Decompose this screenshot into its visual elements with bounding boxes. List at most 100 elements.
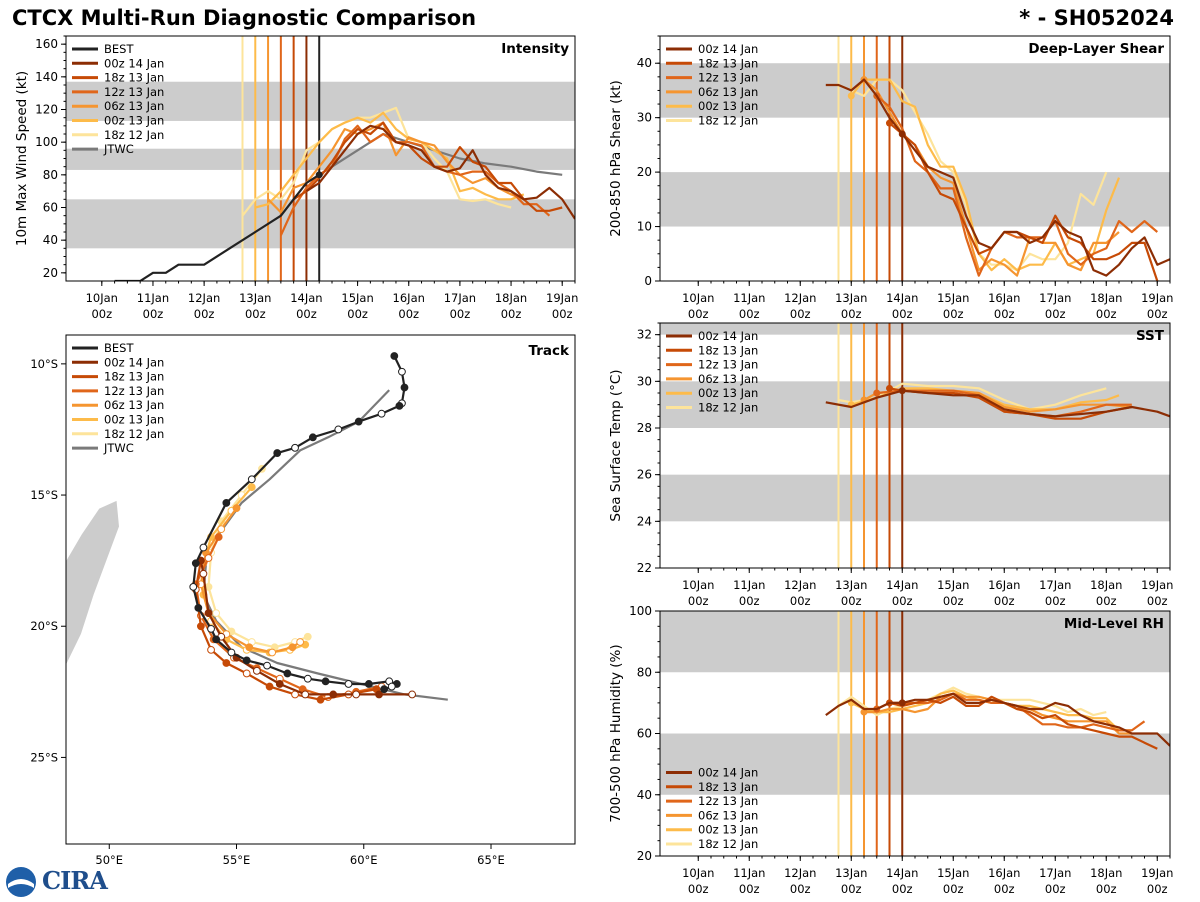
- x-tick-label: 00z: [1096, 882, 1117, 896]
- noaa-logo-icon: [6, 867, 36, 897]
- legend-label: 06z 13 Jan: [104, 398, 164, 412]
- y-tick-label: 20: [43, 266, 58, 280]
- x-tick-label: 12Jan: [784, 866, 816, 880]
- legend-label: 00z 14 Jan: [104, 355, 164, 369]
- track-point: [214, 533, 223, 541]
- track-point: [247, 475, 256, 484]
- track-point: [275, 680, 284, 688]
- y-axis-label: 200-850 hPa Shear (kt): [608, 80, 624, 237]
- x-tick-label: 00z: [1147, 882, 1168, 896]
- series-line-00z-14-Jan: [825, 692, 1170, 747]
- x-tick-label: 00z: [688, 307, 709, 321]
- x-tick-label: 19Jan: [546, 291, 578, 305]
- track-point: [212, 609, 221, 618]
- x-tick-label: 19Jan: [1141, 291, 1173, 305]
- track-point: [354, 417, 363, 426]
- x-tick-label: 18Jan: [495, 291, 527, 305]
- track-line-JTWC: [202, 389, 448, 701]
- panel-title: Intensity: [501, 41, 569, 57]
- legend-label: 18z 12 Jan: [104, 128, 164, 142]
- panel-intensity: 20 40 60 80 100 120 140 160 10Jan 00z 11Jan 00z 12Ja…: [14, 35, 578, 321]
- x-tick-label: 00z: [347, 307, 368, 321]
- y-tick-label: 20°S: [30, 619, 58, 633]
- panel-title: Deep-Layer Shear: [1028, 41, 1164, 57]
- x-tick-label: 13Jan: [835, 578, 867, 592]
- y-tick-label: 15°S: [30, 488, 58, 502]
- legend-label: 12z 13 Jan: [698, 71, 758, 85]
- shaded-band: [66, 81, 575, 121]
- plot-area-sst: [660, 323, 1170, 568]
- x-tick-label: 00z: [994, 594, 1015, 608]
- x-tick-label: 15Jan: [341, 291, 373, 305]
- x-tick-label: 00z: [943, 307, 964, 321]
- x-tick-label: 00z: [943, 594, 964, 608]
- track-point: [364, 680, 373, 688]
- legend-label: 00z 13 Jan: [698, 386, 758, 400]
- panel-sst: 22 24 26 28 30 32 10Jan 00z 11Jan 00z 12Jan 00z 13Ja…: [608, 322, 1173, 608]
- y-tick-label: 80: [43, 168, 58, 182]
- y-axis-label: 10m Max Wind Speed (kt): [14, 71, 30, 246]
- panel-title: Track: [529, 343, 570, 359]
- y-tick-label: 10°S: [30, 357, 58, 371]
- x-tick-label: 00z: [790, 882, 811, 896]
- track-point: [191, 559, 200, 568]
- panel-rh: 20 40 60 80 100 10Jan 00z 11Jan 00z 12Jan 00z 13Jan…: [608, 604, 1173, 896]
- track-point: [207, 645, 215, 654]
- x-tick-label: 12Jan: [784, 578, 816, 592]
- track-point: [296, 638, 305, 646]
- shaded-band: [660, 172, 1170, 227]
- plot-area-rh: [660, 611, 1170, 856]
- legend-label: 18z 13 Jan: [698, 780, 758, 794]
- track-point: [268, 648, 277, 657]
- series-marker: [315, 171, 323, 179]
- y-tick-label: 28: [637, 421, 652, 435]
- x-tick-label: 00z: [1045, 307, 1066, 321]
- legend-label: 18z 12 Jan: [698, 837, 758, 851]
- y-tick-label: 100: [35, 135, 58, 149]
- track-line-00z-14-Jan: [199, 560, 413, 696]
- track-point: [222, 659, 231, 667]
- track-point: [380, 685, 389, 694]
- shaded-band: [66, 199, 575, 249]
- x-tick-label: 00z: [841, 307, 862, 321]
- track-point: [265, 682, 274, 691]
- panel-title: Mid-Level RH: [1064, 616, 1164, 632]
- x-tick-label: 13Jan: [239, 291, 271, 305]
- y-tick-label: 30: [637, 374, 652, 388]
- track-point: [398, 367, 406, 376]
- y-tick-label: 140: [35, 70, 58, 84]
- legend-label: BEST: [104, 341, 134, 355]
- legend-label: 00z 13 Jan: [698, 823, 758, 837]
- x-tick-label: 00z: [688, 882, 709, 896]
- track-point: [199, 543, 208, 552]
- figure-title: CTCX Multi-Run Diagnostic Comparison: [12, 6, 477, 30]
- track-point: [390, 352, 399, 360]
- track-point: [387, 682, 396, 691]
- storm-id: * - SH052024: [1019, 6, 1174, 30]
- legend-label: 06z 13 Jan: [698, 372, 758, 386]
- plot-area-shear: [660, 36, 1170, 281]
- x-tick-label: 00z: [501, 307, 522, 321]
- series-line-BEST: [114, 173, 320, 281]
- track-point: [204, 554, 213, 562]
- track-point: [242, 669, 251, 678]
- x-tick-label: 00z: [1147, 594, 1168, 608]
- y-tick-label: 0: [644, 274, 652, 288]
- track-point: [222, 499, 231, 507]
- track-point: [207, 624, 215, 633]
- x-tick-label: 15Jan: [937, 291, 969, 305]
- x-tick-label: 00z: [1147, 307, 1168, 321]
- shaded-band: [660, 474, 1170, 522]
- x-tick-label: 14Jan: [290, 291, 322, 305]
- legend-label: 06z 13 Jan: [698, 85, 758, 99]
- series-marker: [898, 699, 906, 707]
- legend-label: 00z 13 Jan: [104, 114, 164, 128]
- track-point: [204, 609, 213, 618]
- y-tick-label: 32: [637, 328, 652, 342]
- track-point: [273, 449, 282, 457]
- x-tick-label: 00z: [552, 307, 573, 321]
- legend-label: 12z 13 Jan: [104, 85, 164, 99]
- x-tick-label: 00z: [398, 307, 419, 321]
